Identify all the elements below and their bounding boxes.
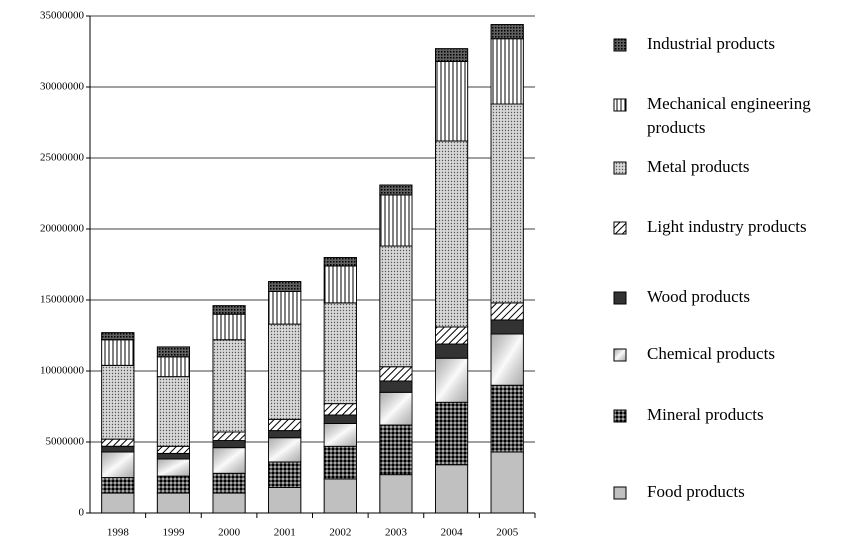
x-tick-label: 2005 bbox=[496, 527, 519, 539]
bar-pattern bbox=[268, 487, 302, 514]
y-tick-label: 15000000 bbox=[40, 294, 85, 306]
x-tick-label: 2004 bbox=[441, 527, 464, 539]
y-tick-label: 0 bbox=[79, 507, 85, 519]
bar-pattern bbox=[435, 401, 469, 466]
bar-pattern bbox=[268, 323, 302, 420]
bar-pattern bbox=[268, 281, 302, 292]
legend-label: Wood products bbox=[647, 287, 750, 306]
y-tick-label: 5000000 bbox=[46, 436, 85, 448]
bar-pattern bbox=[435, 48, 469, 62]
bar-pattern bbox=[212, 305, 246, 315]
bar-pattern bbox=[435, 61, 469, 142]
bar-pattern bbox=[212, 313, 246, 341]
bar-pattern bbox=[490, 302, 524, 321]
bar-pattern bbox=[101, 451, 135, 478]
legend-label: Mineral products bbox=[647, 405, 764, 424]
legend-label: Food products bbox=[647, 482, 745, 501]
bar-pattern bbox=[323, 478, 357, 514]
bar-pattern bbox=[379, 245, 413, 368]
bar-pattern bbox=[490, 103, 524, 304]
y-tick-label: 35000000 bbox=[40, 10, 85, 22]
legend-label: Metal products bbox=[647, 157, 750, 176]
bar-pattern bbox=[101, 339, 135, 366]
bar-pattern bbox=[379, 380, 413, 393]
bar-pattern bbox=[268, 461, 302, 488]
bar-pattern bbox=[435, 464, 469, 514]
bar-pattern bbox=[268, 437, 302, 463]
bar-pattern bbox=[490, 451, 524, 514]
y-tick-label: 30000000 bbox=[40, 81, 85, 93]
legend-label: Mechanical engineering products bbox=[647, 94, 811, 137]
bar-pattern bbox=[156, 445, 190, 454]
bar-pattern bbox=[156, 346, 190, 358]
bar-pattern bbox=[379, 184, 413, 196]
legend-swatch-pattern bbox=[613, 221, 627, 235]
bar-pattern bbox=[490, 384, 524, 453]
bar-pattern bbox=[156, 458, 190, 477]
bar-pattern bbox=[490, 333, 524, 386]
x-tick-label: 1998 bbox=[107, 527, 130, 539]
bar-pattern bbox=[323, 414, 357, 424]
x-tick-label: 2002 bbox=[329, 527, 351, 539]
y-tick-label: 20000000 bbox=[40, 223, 85, 235]
legend-swatch-pattern bbox=[613, 161, 627, 175]
bar-pattern bbox=[435, 357, 469, 403]
bar-pattern bbox=[101, 492, 135, 514]
bar-pattern bbox=[379, 391, 413, 426]
bar-pattern bbox=[323, 423, 357, 447]
x-tick-label: 2003 bbox=[385, 527, 408, 539]
bar-pattern bbox=[156, 356, 190, 378]
bar-pattern bbox=[323, 403, 357, 416]
x-tick-label: 2000 bbox=[218, 527, 241, 539]
bar-pattern bbox=[490, 38, 524, 105]
bar-pattern bbox=[379, 474, 413, 514]
bar-pattern bbox=[268, 291, 302, 325]
bar-pattern bbox=[156, 492, 190, 514]
bar-pattern bbox=[156, 475, 190, 494]
legend-swatch-pattern bbox=[613, 38, 627, 52]
legend-swatch-pattern bbox=[613, 98, 627, 112]
bar-pattern bbox=[323, 302, 357, 405]
bar-pattern bbox=[323, 265, 357, 304]
bar-pattern bbox=[435, 343, 469, 359]
legend-swatch-pattern bbox=[613, 486, 627, 500]
y-tick-label: 10000000 bbox=[40, 365, 85, 377]
bar-pattern bbox=[212, 472, 246, 494]
bar-pattern bbox=[101, 438, 135, 447]
legend-label: Industrial products bbox=[647, 34, 775, 53]
bar-pattern bbox=[379, 424, 413, 476]
bar-pattern bbox=[435, 326, 469, 345]
legend-label: Light industry products bbox=[647, 217, 807, 236]
bar-pattern bbox=[323, 256, 357, 267]
bar-pattern bbox=[379, 194, 413, 247]
bar-pattern bbox=[101, 445, 135, 453]
bar-pattern bbox=[268, 430, 302, 439]
bar-pattern bbox=[156, 452, 190, 460]
bar-pattern bbox=[379, 366, 413, 382]
bar-pattern bbox=[212, 440, 246, 449]
bar-pattern bbox=[490, 24, 524, 40]
bar-pattern bbox=[212, 492, 246, 514]
bar-pattern bbox=[156, 376, 190, 447]
bar-pattern bbox=[101, 332, 135, 341]
legend-swatch-pattern bbox=[613, 348, 627, 362]
x-tick-label: 1999 bbox=[162, 527, 185, 539]
bar-pattern bbox=[268, 418, 302, 432]
bar-pattern bbox=[435, 140, 469, 328]
legend-swatch-pattern bbox=[613, 409, 627, 423]
x-tick-label: 2001 bbox=[274, 527, 296, 539]
bar-pattern bbox=[323, 445, 357, 480]
bar-pattern bbox=[212, 447, 246, 474]
legend-swatch-pattern bbox=[613, 291, 627, 305]
y-tick-label: 25000000 bbox=[40, 152, 85, 164]
bar-pattern bbox=[212, 431, 246, 441]
bar-pattern bbox=[101, 477, 135, 494]
bar-pattern bbox=[101, 364, 135, 440]
bar-pattern bbox=[212, 339, 246, 433]
bar-pattern bbox=[490, 319, 524, 335]
legend-label: Chemical products bbox=[647, 344, 775, 363]
